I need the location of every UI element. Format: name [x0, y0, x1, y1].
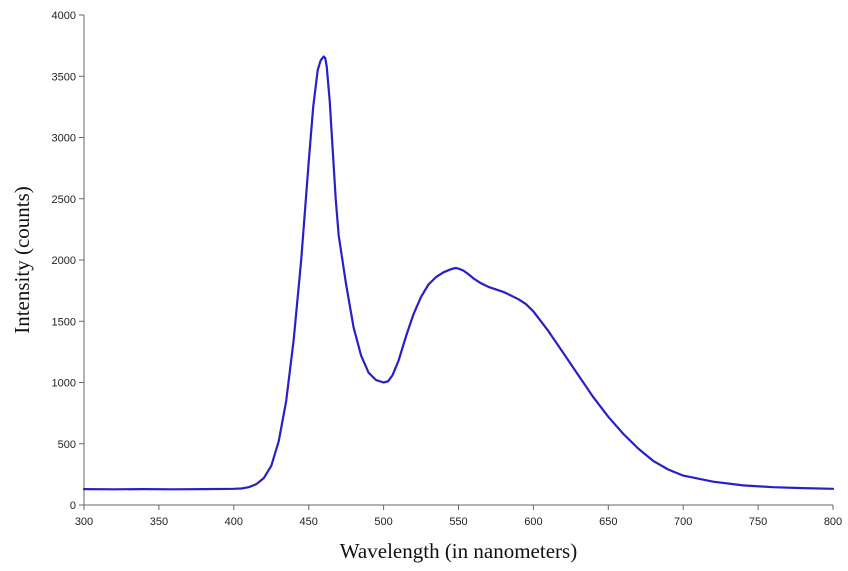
- y-tick-label: 500: [58, 439, 76, 451]
- x-axis-title: Wavelength (in nanometers): [340, 539, 577, 563]
- y-tick-label: 3500: [52, 71, 76, 83]
- y-tick-label: 2000: [52, 255, 76, 267]
- x-tick-label: 600: [524, 516, 542, 528]
- y-tick-label: 1000: [52, 378, 76, 390]
- x-tick-label: 450: [300, 516, 318, 528]
- x-tick-label: 700: [674, 516, 692, 528]
- x-tick-label: 550: [449, 516, 467, 528]
- y-tick-label: 2500: [52, 194, 76, 206]
- intensity-series-line: [82, 55, 835, 491]
- y-tick-label: 0: [70, 500, 76, 512]
- x-tick-label: 350: [150, 516, 168, 528]
- y-axis-title: Intensity (counts): [10, 186, 34, 334]
- x-tick-label: 650: [599, 516, 617, 528]
- x-tick-label: 500: [374, 516, 392, 528]
- y-tick-label: 1500: [52, 316, 76, 328]
- y-tick-label: 4000: [52, 10, 76, 22]
- x-tick-label: 750: [749, 516, 767, 528]
- x-axis-ticks: 300 350 400 450 500 550 600 650 700 750 800: [75, 505, 842, 528]
- y-tick-label: 3000: [52, 133, 76, 145]
- x-tick-label: 300: [75, 516, 93, 528]
- series-group: [82, 55, 835, 491]
- x-tick-label: 800: [824, 516, 842, 528]
- y-axis-ticks: 0 500 1000 1500 2000 2500 3000 3500 4000: [52, 10, 84, 512]
- x-tick-label: 400: [225, 516, 243, 528]
